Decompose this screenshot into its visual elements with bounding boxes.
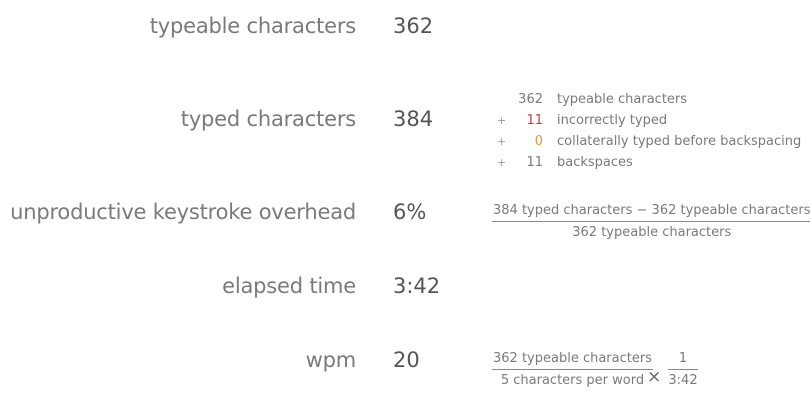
unproductive-keystroke-overhead-label: unproductive keystroke overhead: [10, 200, 356, 224]
overhead-formula-numerator: 384 typed characters − 362 typeable char…: [492, 203, 810, 222]
breakdown-label: typeable characters: [557, 92, 688, 107]
wpm-label: wpm: [305, 348, 357, 372]
breakdown-label: backspaces: [557, 155, 633, 170]
wpm-formula-denominator-2: 3:42: [668, 373, 698, 388]
multiply-operator: ×: [647, 367, 662, 387]
breakdown-operator: +: [497, 135, 507, 148]
breakdown-label: collaterally typed before backspacing: [557, 134, 802, 149]
overhead-formula-denominator: 362 typeable characters: [572, 225, 732, 240]
breakdown-count: 11: [526, 113, 543, 128]
typeable-characters-value: 362: [393, 14, 434, 38]
breakdown-label: incorrectly typed: [557, 113, 668, 128]
typed-characters-value: 384: [393, 107, 434, 131]
breakdown-count: 11: [526, 155, 543, 170]
elapsed-time-value: 3:42: [393, 274, 441, 298]
typeable-characters-label: typeable characters: [149, 14, 356, 38]
typed-characters-label: typed characters: [180, 107, 356, 131]
wpm-formula-fraction-1: 362 typeable characters 5 characters per…: [492, 351, 653, 388]
wpm-formula-numerator-1: 362 typeable characters: [492, 351, 653, 370]
wpm-formula-fraction-2: 1 3:42: [668, 351, 698, 388]
elapsed-time-label: elapsed time: [222, 274, 356, 298]
breakdown-count: 0: [534, 134, 543, 149]
wpm-formula-denominator-1: 5 characters per word: [500, 373, 645, 388]
wpm-formula-numerator-2: 1: [668, 351, 698, 370]
breakdown-operator: +: [497, 156, 507, 169]
breakdown-operator: +: [497, 114, 507, 127]
wpm-value: 20: [393, 348, 420, 372]
overhead-formula: 384 typed characters − 362 typeable char…: [492, 203, 810, 240]
unproductive-keystroke-overhead-value: 6%: [393, 200, 427, 224]
breakdown-count: 362: [518, 92, 543, 107]
